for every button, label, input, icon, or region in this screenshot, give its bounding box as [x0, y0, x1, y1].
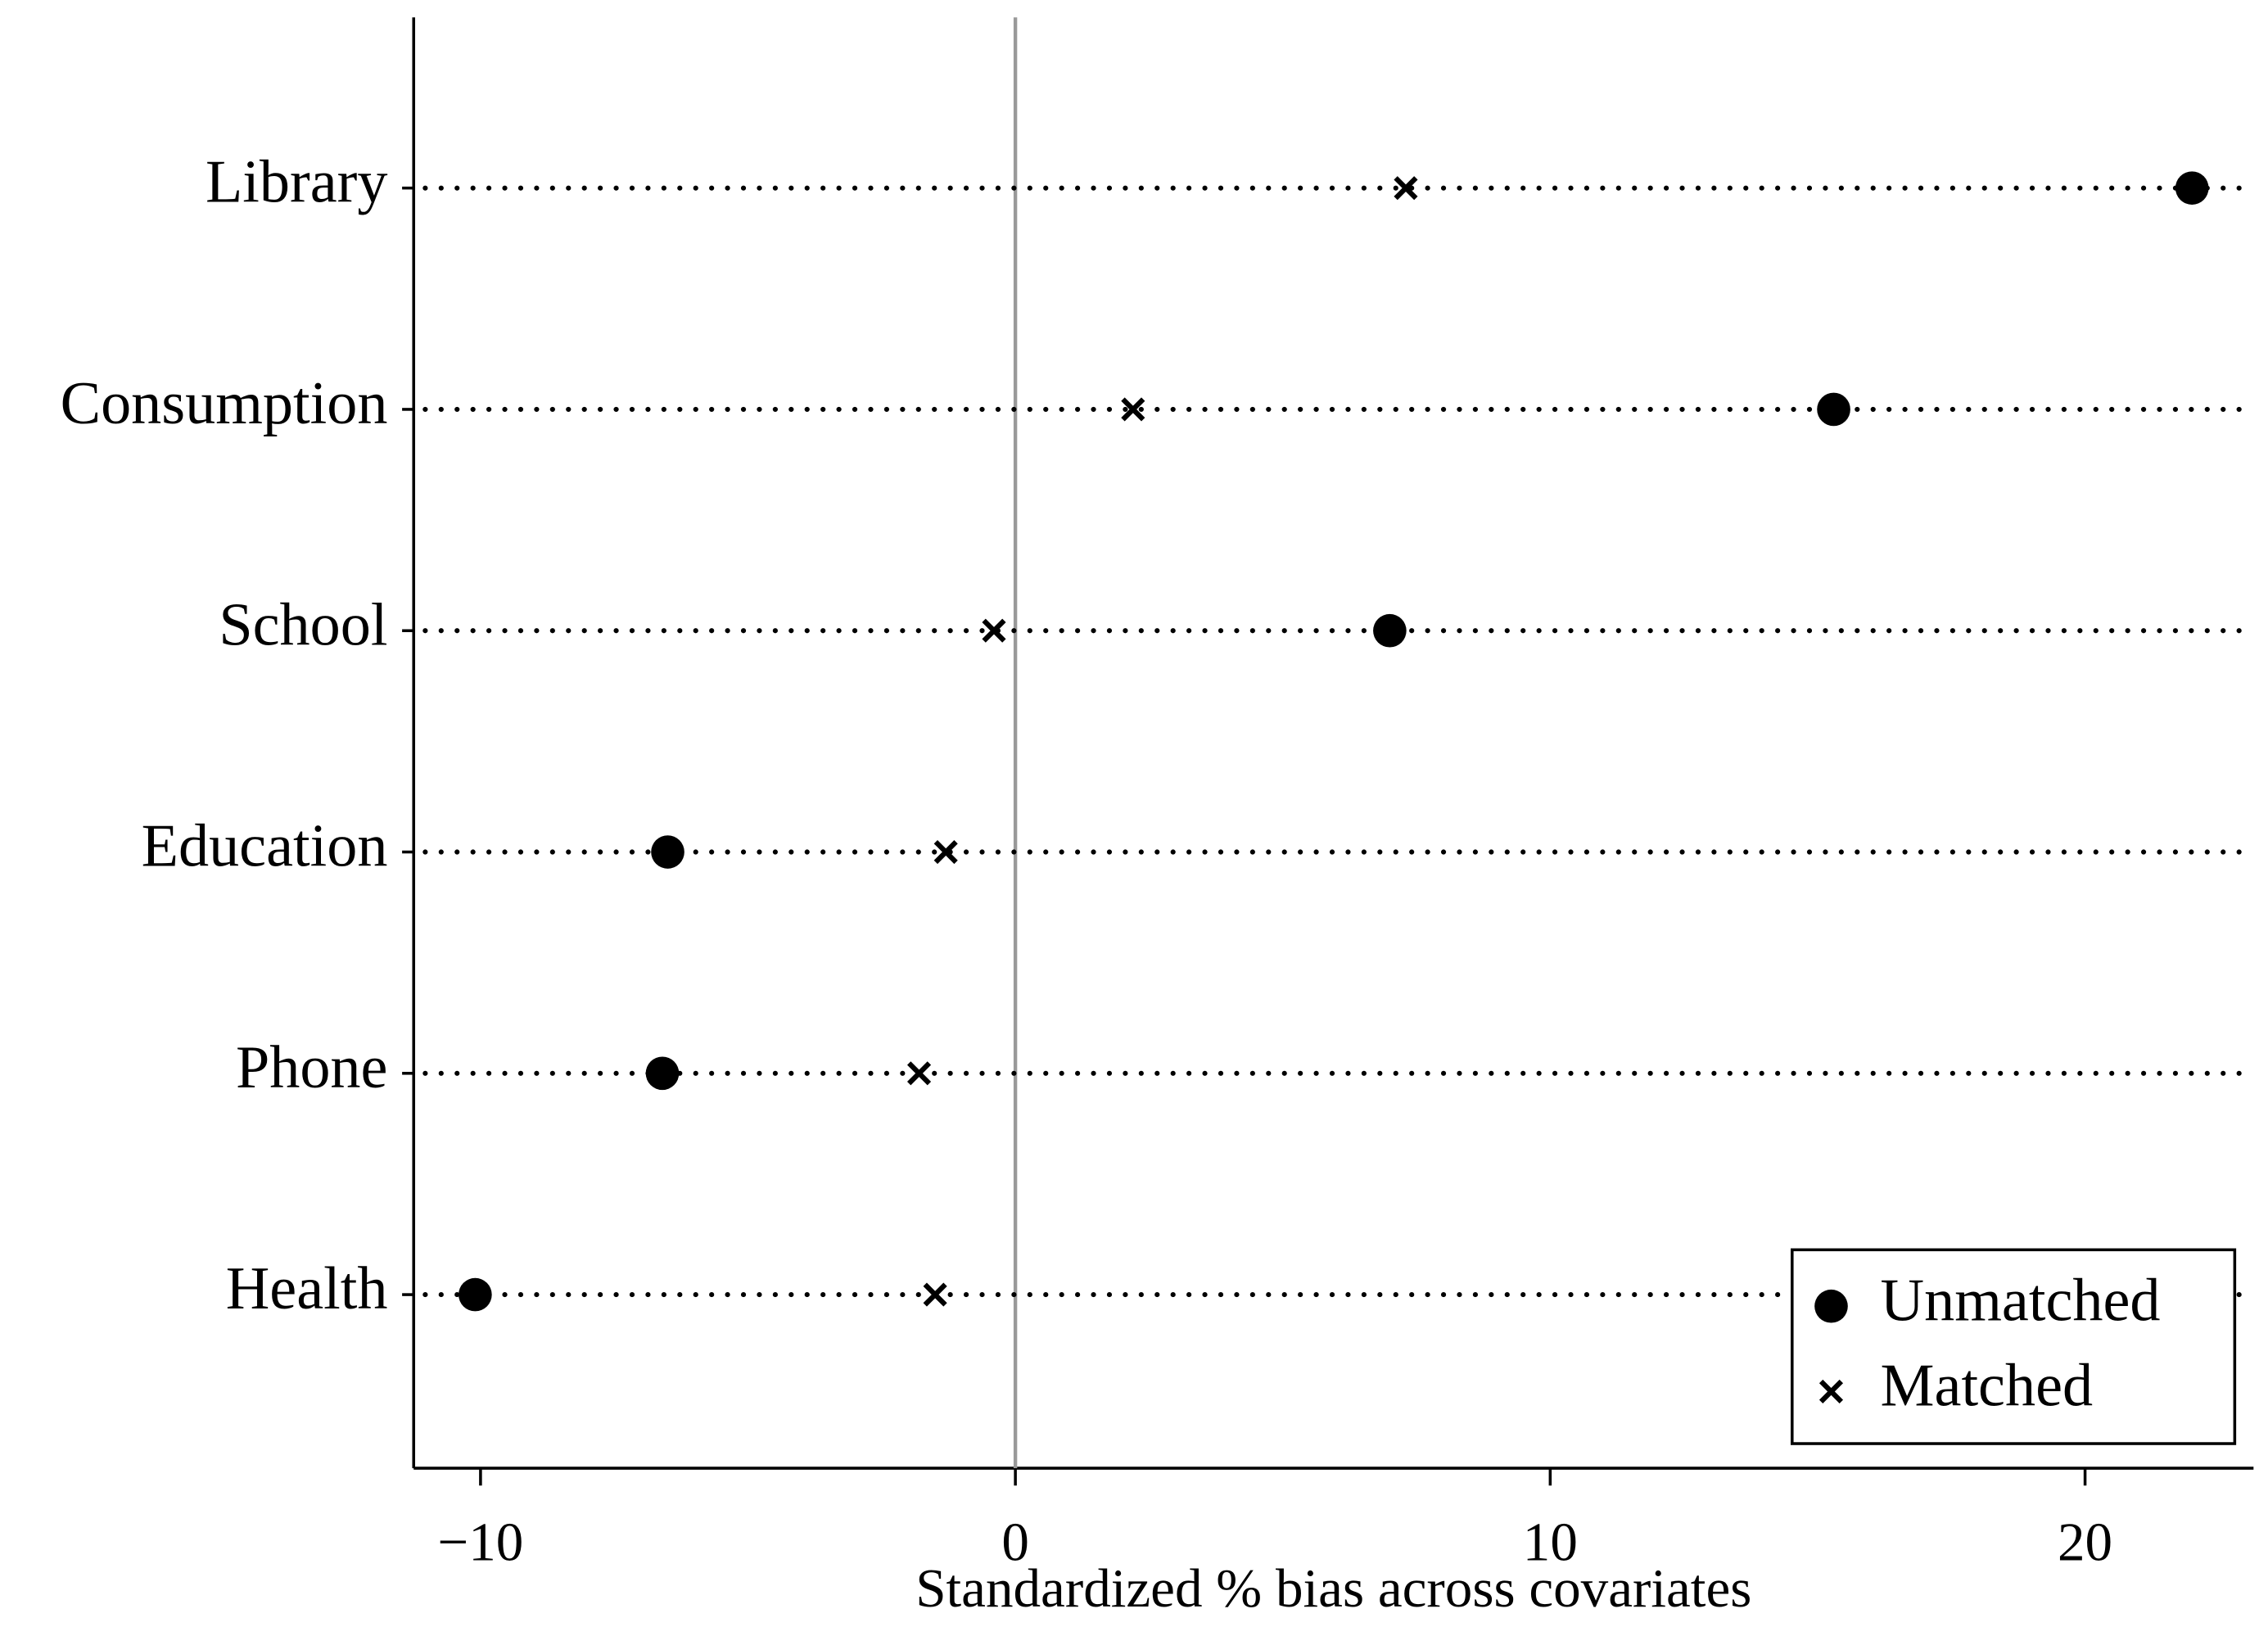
y-tick-label: Education — [142, 813, 388, 880]
y-tick-label: School — [219, 591, 387, 658]
x-axis-label: Standardized % bias across covariates — [915, 1557, 1751, 1619]
marker-x — [982, 618, 1006, 643]
matched-marker — [923, 1282, 947, 1307]
marker-x — [1121, 397, 1145, 422]
legend-box — [1791, 1248, 2237, 1445]
marker-x — [923, 1282, 947, 1307]
matched-marker — [1394, 176, 1418, 201]
y-tick-label: Health — [226, 1255, 388, 1322]
matched-marker — [933, 839, 958, 865]
legend-label: Matched — [1881, 1352, 2094, 1419]
unmatched-marker — [1817, 392, 1850, 427]
legend-marker — [1818, 1379, 1844, 1404]
x-tick-label: 0 — [1001, 1512, 1029, 1573]
x-tick-label: −10 — [437, 1512, 523, 1573]
y-tick-label: Library — [206, 149, 387, 216]
marker-x — [906, 1061, 932, 1086]
x-tick-label: 10 — [1523, 1512, 1578, 1573]
unmatched-marker — [651, 835, 684, 869]
matched-marker — [906, 1061, 932, 1086]
y-tick-label: Consumption — [61, 370, 388, 437]
y-tick-label: Phone — [236, 1034, 387, 1101]
unmatched-marker — [645, 1056, 680, 1091]
marker-x — [933, 839, 958, 865]
legend-marker — [1814, 1289, 1848, 1323]
unmatched-marker — [459, 1277, 492, 1312]
unmatched-marker — [1373, 613, 1407, 648]
legend-label: Unmatched — [1881, 1267, 2161, 1334]
matched-marker — [982, 618, 1006, 643]
matched-marker — [1121, 397, 1145, 422]
x-tick-label: 20 — [2058, 1512, 2112, 1573]
marker-x — [1394, 176, 1418, 201]
unmatched-marker — [2175, 171, 2209, 205]
